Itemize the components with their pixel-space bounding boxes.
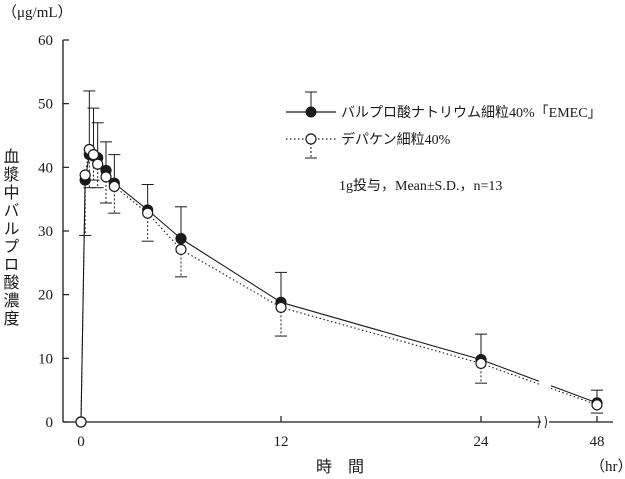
x-tick-label: 24 (474, 434, 490, 450)
x-axis-label: 時 間 (316, 458, 364, 476)
data-point-depakene (142, 207, 154, 219)
legend-label-depakene: デパケン細粒40% (341, 131, 451, 148)
y-tick-label: 40 (38, 160, 53, 176)
data-point-depakene (275, 301, 287, 313)
data-point-depakene (175, 243, 187, 256)
y-axis-label: 血漿中バルプロ酸濃度 (1, 148, 20, 328)
data-point-depakene (75, 416, 87, 428)
x-axis-unit: （hr） (590, 458, 625, 475)
y-tick-label: 20 (38, 288, 53, 304)
x-axis-break-mark (537, 415, 547, 429)
x-tick-label: 0 (77, 434, 85, 450)
data-point-emec (175, 233, 187, 245)
data-point-depakene (475, 357, 487, 370)
data-point-depakene (79, 169, 91, 181)
legend-label-emec: バルプロ酸ナトリウム細粒40%「EMEC」 (341, 105, 602, 121)
chart-annotation: 1g投与，Mean±S.D.，n=13 (339, 178, 502, 194)
x-tick-label: 48 (590, 434, 605, 450)
data-point-depakene (108, 180, 120, 193)
data-point-depakene (92, 158, 104, 170)
series-layer (75, 90, 603, 428)
y-tick-label: 10 (38, 351, 53, 367)
data-point-depakene (100, 171, 112, 183)
data-point-depakene (87, 149, 100, 161)
y-tick-label: 60 (38, 33, 53, 49)
y-tick-label: 30 (38, 224, 53, 240)
y-axis-unit: （μg/mL） (2, 4, 73, 21)
x-tick-label: 12 (274, 434, 289, 450)
data-point-depakene (591, 399, 603, 411)
y-tick-label: 50 (38, 97, 53, 113)
legend: バルプロ酸ナトリウム細粒40%「EMEC」 デパケン細粒40% (286, 91, 602, 159)
legend-marker-depakene (305, 133, 317, 145)
y-tick-label: 0 (46, 415, 54, 431)
series-line-1 (80, 149, 598, 423)
